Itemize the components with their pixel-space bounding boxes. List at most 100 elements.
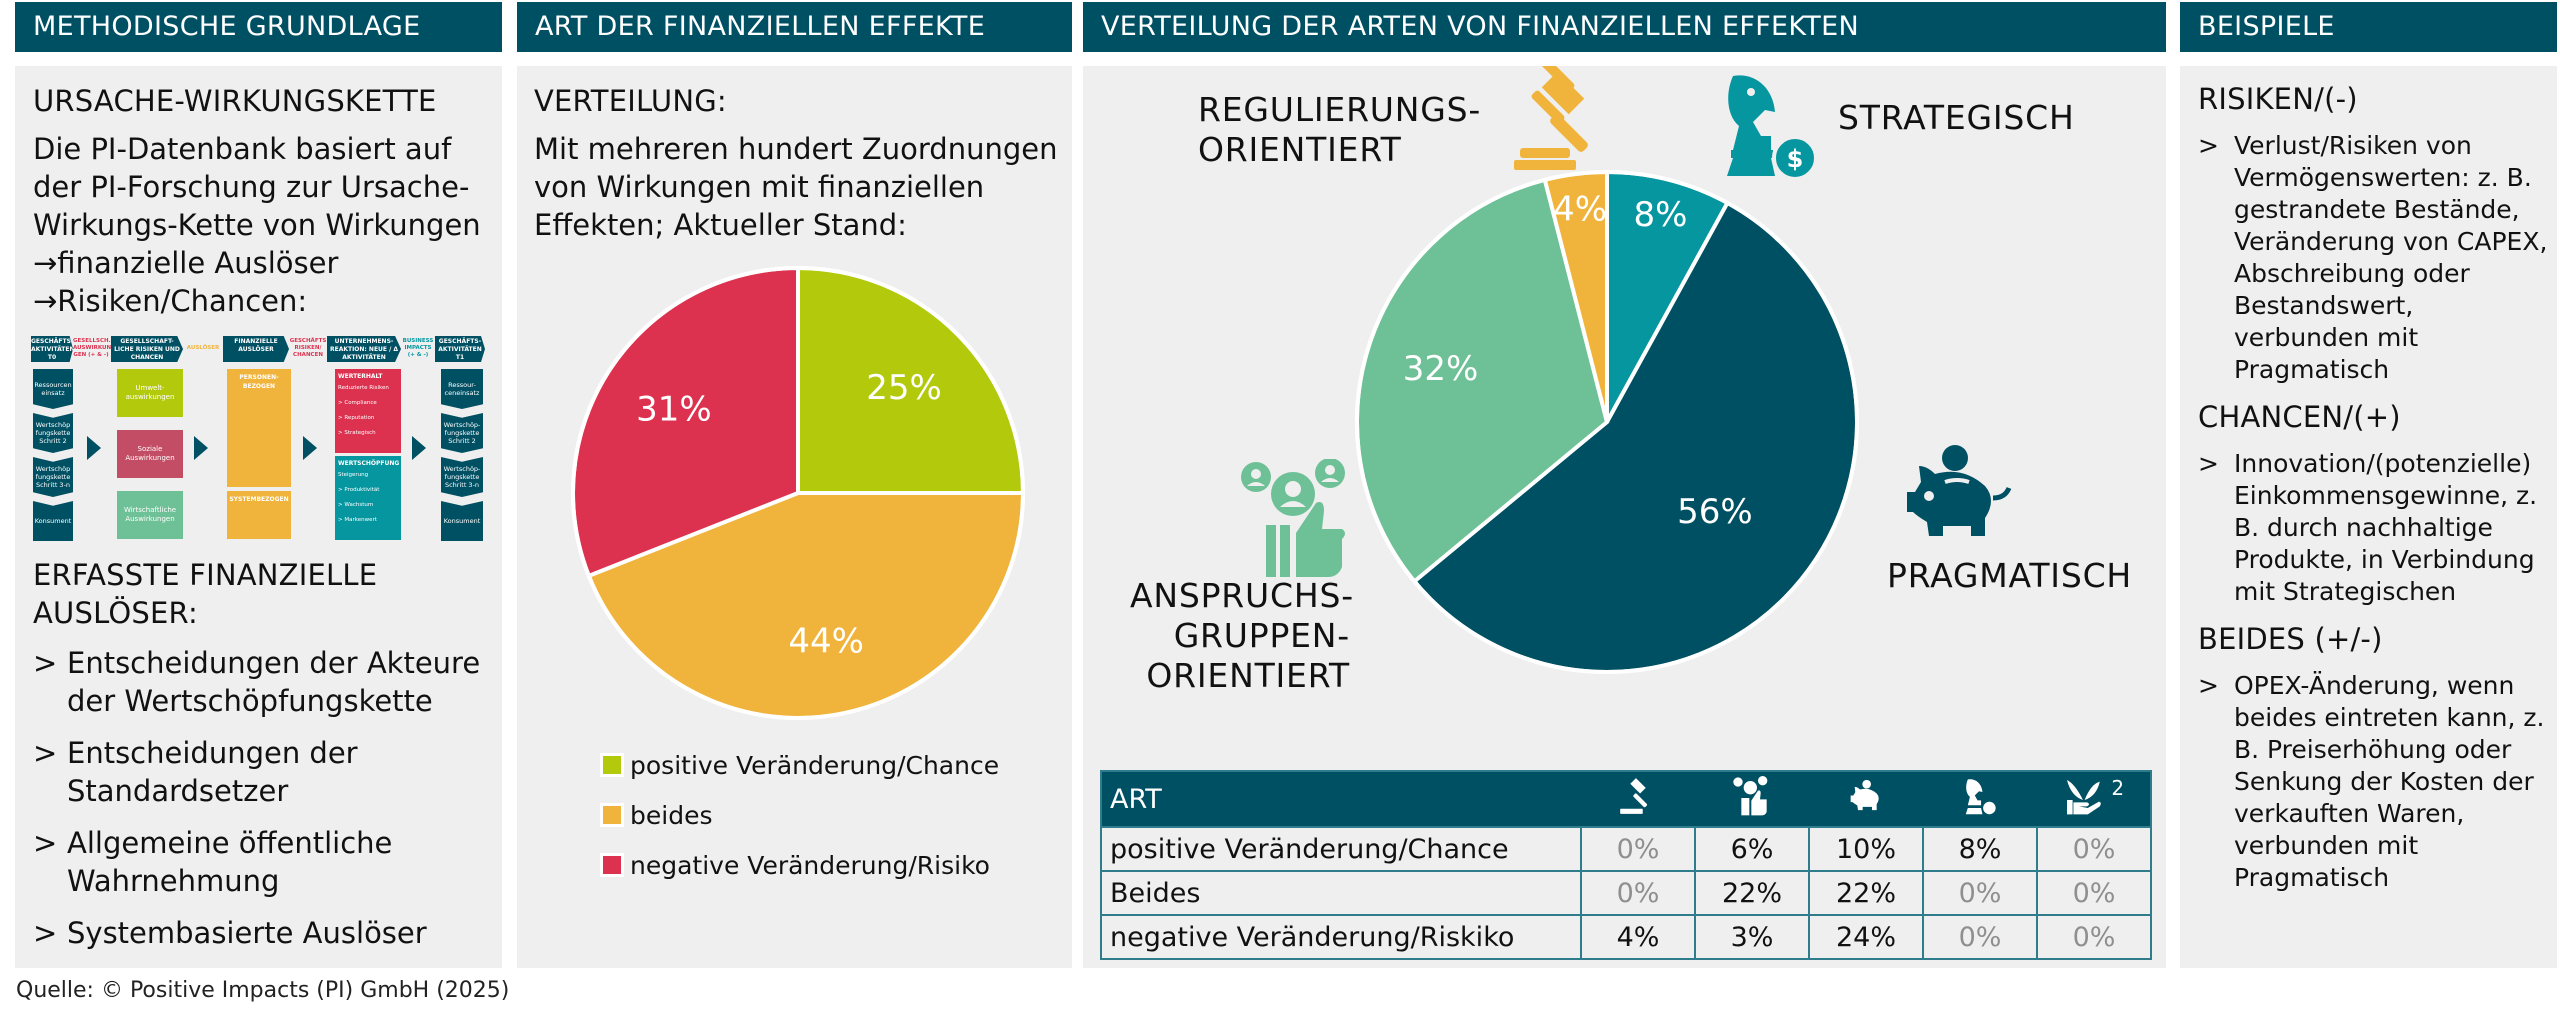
svg-text:$: $ [1787,145,1804,173]
example-list-beides: > OPEX-Änderung, wenn beides eintreten ka… [2198,670,2549,894]
diagram-box-umwelt: Umwelt-auswirkungen [117,369,183,417]
diagram-stack-item: Ressour-ceneinsatz [441,369,483,409]
diagram-box-personen: PERSONEN-BEZOGEN [227,369,291,487]
trigger-list: > Entscheidungen der Akteure der Wertschö… [33,644,490,952]
table-cell: 10% [1808,826,1924,872]
chess-knight-dollar-icon [1923,771,2037,827]
example-item: > Innovation/(potenzielle) Einkommensgewi… [2198,449,2538,606]
table-cell: 6% [1694,826,1810,872]
pie-data-label: 44% [788,621,864,661]
diagram-stack-item: Ressourcen einsatz [33,369,73,409]
pie-chart-verteilung: 8% 56% 32% 4% [1355,169,1859,674]
row-label: positive Veränderung/Chance [1100,826,1582,872]
table-cell: 3% [1694,914,1810,960]
example-item: > Verlust/Risiken von Vermögenswerten: z.… [2198,131,2548,384]
header-methodische-grundlage: METHODISCHE GRUNDLAGE [15,2,502,52]
table-cell: 0% [1580,870,1696,916]
diagram-arrow-icon [303,436,317,460]
diagram-arrow-icon [87,436,101,460]
pie-data-label: 56% [1677,492,1753,532]
category-label-anspruch: ANSPRUCHS- GRUPPEN- ORIENTIERT [1130,576,1354,695]
panel-art-der-effekte: VERTEILUNG: Mit mehreren hundert Zuordnu… [517,66,1072,968]
section-title-verteilung: VERTEILUNG: [534,84,727,118]
table-cell: 22% [1808,870,1924,916]
pie-outline [571,266,1025,720]
diagram-arrow-icon [412,436,426,460]
diagram-chevron: UNTERNEHMENS-REAKTION: NEUE / Δ AKTIVITÄ… [327,336,401,362]
wertschoepfung-subtitle: Steigerung [338,472,369,478]
pie-data-label: 32% [1403,349,1479,389]
diagram-connector: GESELLSCH. AUSWIRKUN-GEN (+ & -) [73,338,114,358]
wertschoepfung-item: > Markenwert [338,517,377,523]
pie-chart-art: 25% 44% 31% [571,265,1026,720]
table-header-row: ART 2 [1101,771,2151,827]
pie-data-label: 31% [636,390,712,430]
pie-data-label: 8% [1633,195,1687,235]
arrow-line-risiken: →Risiken/Chancen: [33,284,308,318]
diagram-connector: GESCHÄFTS RISIKEN/ CHANCEN [289,338,327,358]
stakeholder-thumbs-up-icon [1241,459,1345,577]
werterhalt-item: > Reputation [338,415,375,421]
section-title-erfasste-ausloeser: ERFASSTE FINANZIELLE AUSLÖSER: [33,558,378,630]
table-header-art: ART [1101,771,1581,827]
trigger-item: > Entscheidungen der Standardsetzer [33,736,358,808]
table-cell: 0% [2036,914,2152,960]
piggy-bank-icon [1907,445,2012,536]
pie-data-label: 4% [1553,190,1607,230]
source-footer: Quelle: © Positive Impacts (PI) GmbH (20… [16,978,510,1003]
werterhalt-item: > Strategisch [338,430,376,436]
table-cell: 0% [1580,826,1696,872]
diagram-right-stack: Ressour-ceneinsatz Wertschöp-fungskette … [441,369,483,545]
legend-swatch [600,853,624,877]
pie-data-label: 25% [866,368,942,408]
table-cell: 4% [1580,914,1696,960]
example-list-chancen: > Innovation/(potenzielle) Einkommensgewi… [2198,448,2549,608]
wertschoepfung-item: > Wachstum [338,502,374,508]
diagram-stack-item: Wertschöp fungskette Schritt 3-n [33,457,73,497]
row-label: negative Veränderung/Riskiko [1100,914,1582,960]
diagram-stack-item: Wertschöp fungskette Schritt 2 [33,413,73,453]
hand-plant-icon: 2 [2037,771,2151,827]
header-beispiele: BEISPIELE [2180,2,2557,52]
section-title-ursache-wirkungskette: URSACHE-WIRKUNGSKETTE [33,84,437,118]
diagram-box-werterhalt: WERTERHALT Reduzierte Risiken > Complian… [335,369,401,453]
table-cell: 0% [1922,870,2038,916]
diagram-box-wertschoepfung: WERTSCHÖPFUNG Steigerung > Produktivität… [335,456,401,540]
example-list-risiken: > Verlust/Risiken von Vermögenswerten: z.… [2198,130,2549,386]
diagram-box-wirtschaft: Wirtschaftliche Auswirkungen [117,491,183,539]
category-label-regulierung: REGULIERUNGS- ORIENTIERT [1198,90,1482,169]
diagram-stack-item: Konsument [441,501,483,541]
example-title-risiken: RISIKEN/(-) [2198,82,2358,116]
legend-swatch [600,803,624,827]
wertschoepfung-title: WERTSCHÖPFUNG [338,460,400,467]
stakeholder-thumbs-up-icon [1695,771,1809,827]
legend-item-positive: positive Veränderung/Chance [600,740,999,790]
table-cell: 0% [2036,870,2152,916]
diagram-stack-item: Wertschöp-fungskette Schritt 3-n [441,457,483,497]
diagram-left-stack: Ressourcen einsatz Wertschöp fungskette … [33,369,73,545]
header-verteilung: VERTEILUNG DER ARTEN VON FINANZIELLEN EF… [1083,2,2166,52]
table-cell: 0% [2036,826,2152,872]
diagram-arrow-icon [194,436,208,460]
row-label: Beides [1100,870,1582,916]
panel-methodische-grundlage: URSACHE-WIRKUNGSKETTE Die PI-Datenbank b… [15,66,502,968]
legend-item-negative: negative Veränderung/Risiko [600,840,999,890]
diagram-chevron: GESCHÄFTS-AKTIVITÄTEN T1 [435,336,485,362]
diagram-stack-item: Wertschöp-fungskette Schritt 2 [441,413,483,453]
diagram-chevron: FINANZIELLE AUSLÖSER [223,336,289,362]
art-table: ART 2 positive Veränderung/Ch [1100,770,2152,960]
diagram-box-system: SYSTEMBEZOGEN [227,491,291,539]
section-text-ursache: Die PI-Datenbank basiert auf der PI-Fors… [33,132,481,242]
table-cell: 8% [1922,826,2038,872]
werterhalt-item: > Compliance [338,400,377,406]
gavel-icon [1514,66,1588,170]
table-row: negative Veränderung/Riskiko 4% 3% 24% 0% 0% [1100,914,2152,960]
pie-legend: positive Veränderung/Chance beides negat… [600,740,999,890]
diagram-stack-item: Konsument [33,501,73,541]
panel-verteilung: 8% 56% 32% 4% REGULIERUNGS- ORIENTIERT STRA… [1083,66,2166,968]
header-art-der-effekte: ART DER FINANZIELLEN EFFEKTE [517,2,1072,52]
pie-outline [1355,170,1859,674]
category-label-pragmatisch: PRAGMATISCH [1887,556,2133,595]
legend-swatch [600,753,624,777]
trigger-item: > Systembasierte Auslöser [33,916,427,950]
